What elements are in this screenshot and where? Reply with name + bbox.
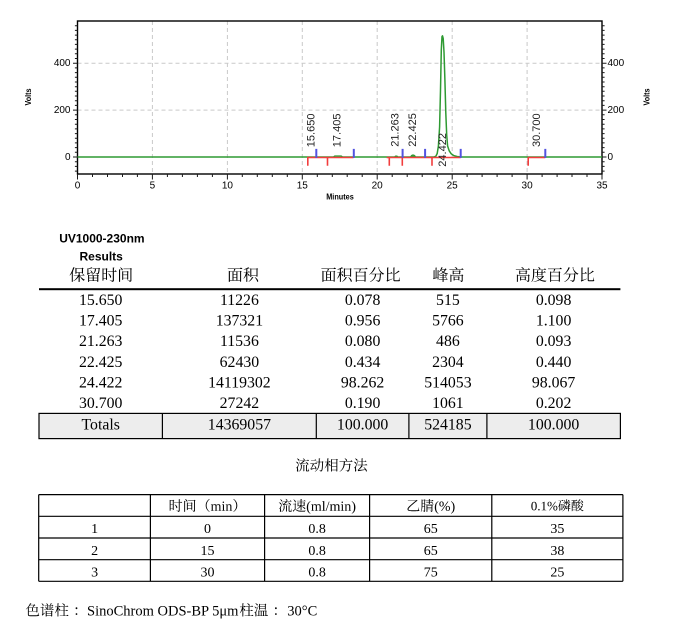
svg-text:11536: 11536 [220,333,259,350]
svg-text:2: 2 [91,544,98,559]
svg-text:21.263: 21.263 [390,113,402,147]
svg-text:25: 25 [550,566,564,581]
svg-text:1: 1 [91,522,98,537]
svg-text:0: 0 [75,180,81,191]
svg-text:UV1000-230nm: UV1000-230nm [59,232,144,246]
svg-text:486: 486 [436,333,460,350]
svg-text:10: 10 [222,180,234,191]
svg-text:Results: Results [80,250,124,264]
svg-text:35: 35 [596,180,608,191]
svg-text:137321: 137321 [216,313,263,330]
svg-text:0: 0 [608,152,614,163]
svg-text:5766: 5766 [432,313,464,330]
svg-text:0.8: 0.8 [308,544,326,559]
svg-text:0: 0 [204,522,211,537]
svg-text:Volts: Volts [643,88,652,105]
svg-text:0.098: 0.098 [536,292,572,309]
svg-text:30.700: 30.700 [531,113,543,147]
svg-text:1.100: 1.100 [536,313,572,330]
svg-text:24.422: 24.422 [79,375,123,392]
svg-text:62430: 62430 [220,354,260,371]
svg-text:65: 65 [424,522,438,537]
svg-text:15: 15 [297,180,309,191]
svg-text:24.422: 24.422 [437,133,449,167]
svg-text:15.650: 15.650 [305,114,317,148]
svg-text:20: 20 [372,180,384,191]
svg-text:22.425: 22.425 [407,113,419,147]
svg-text:400: 400 [608,58,625,69]
svg-text:30.700: 30.700 [79,395,123,412]
svg-text:3: 3 [91,566,98,581]
svg-text:524185: 524185 [424,417,471,434]
svg-text:200: 200 [54,105,71,116]
svg-text:0.190: 0.190 [345,395,381,412]
svg-text:0.440: 0.440 [536,354,572,371]
svg-text:5: 5 [150,180,156,191]
svg-text:22.425: 22.425 [79,354,123,371]
svg-text:0.8: 0.8 [308,566,326,581]
svg-text:30: 30 [201,566,215,581]
svg-text:200: 200 [608,105,625,116]
svg-text:Volts: Volts [24,88,33,105]
svg-text:15.650: 15.650 [79,292,123,309]
svg-text:35: 35 [550,522,564,537]
svg-text:0.078: 0.078 [345,292,381,309]
svg-text:15: 15 [201,544,215,559]
svg-text:Minutes: Minutes [326,192,354,202]
svg-text:0.8: 0.8 [308,522,326,537]
svg-text:515: 515 [436,292,460,309]
svg-text:17.405: 17.405 [332,114,344,148]
svg-text:0.434: 0.434 [345,354,381,371]
svg-text:14119302: 14119302 [208,375,271,392]
svg-text:Totals: Totals [82,417,120,434]
svg-text:11226: 11226 [220,292,259,309]
svg-text:100.000: 100.000 [528,417,579,434]
svg-text:98.067: 98.067 [532,375,576,392]
svg-text:30°C: 30°C [287,603,317,619]
svg-text:514053: 514053 [424,375,471,392]
svg-text:65: 65 [424,544,438,559]
svg-text:0.956: 0.956 [345,313,381,330]
svg-text:14369057: 14369057 [208,417,271,434]
svg-text:1061: 1061 [432,395,464,412]
svg-text:0.080: 0.080 [345,333,381,350]
svg-text:100.000: 100.000 [337,417,388,434]
svg-text:0.093: 0.093 [536,333,572,350]
svg-text:30: 30 [522,180,534,191]
svg-text:27242: 27242 [220,395,260,412]
svg-text:SinoChrom ODS-BP 5μm: SinoChrom ODS-BP 5μm [87,603,239,619]
svg-text:21.263: 21.263 [79,333,123,350]
svg-text:38: 38 [550,544,564,559]
svg-text:400: 400 [54,58,71,69]
svg-text:17.405: 17.405 [79,313,123,330]
svg-text:0.202: 0.202 [536,395,572,412]
svg-text:25: 25 [447,180,459,191]
svg-text:75: 75 [424,566,438,581]
svg-text:98.262: 98.262 [341,375,385,392]
svg-text:2304: 2304 [432,354,464,371]
svg-text:0: 0 [65,152,71,163]
